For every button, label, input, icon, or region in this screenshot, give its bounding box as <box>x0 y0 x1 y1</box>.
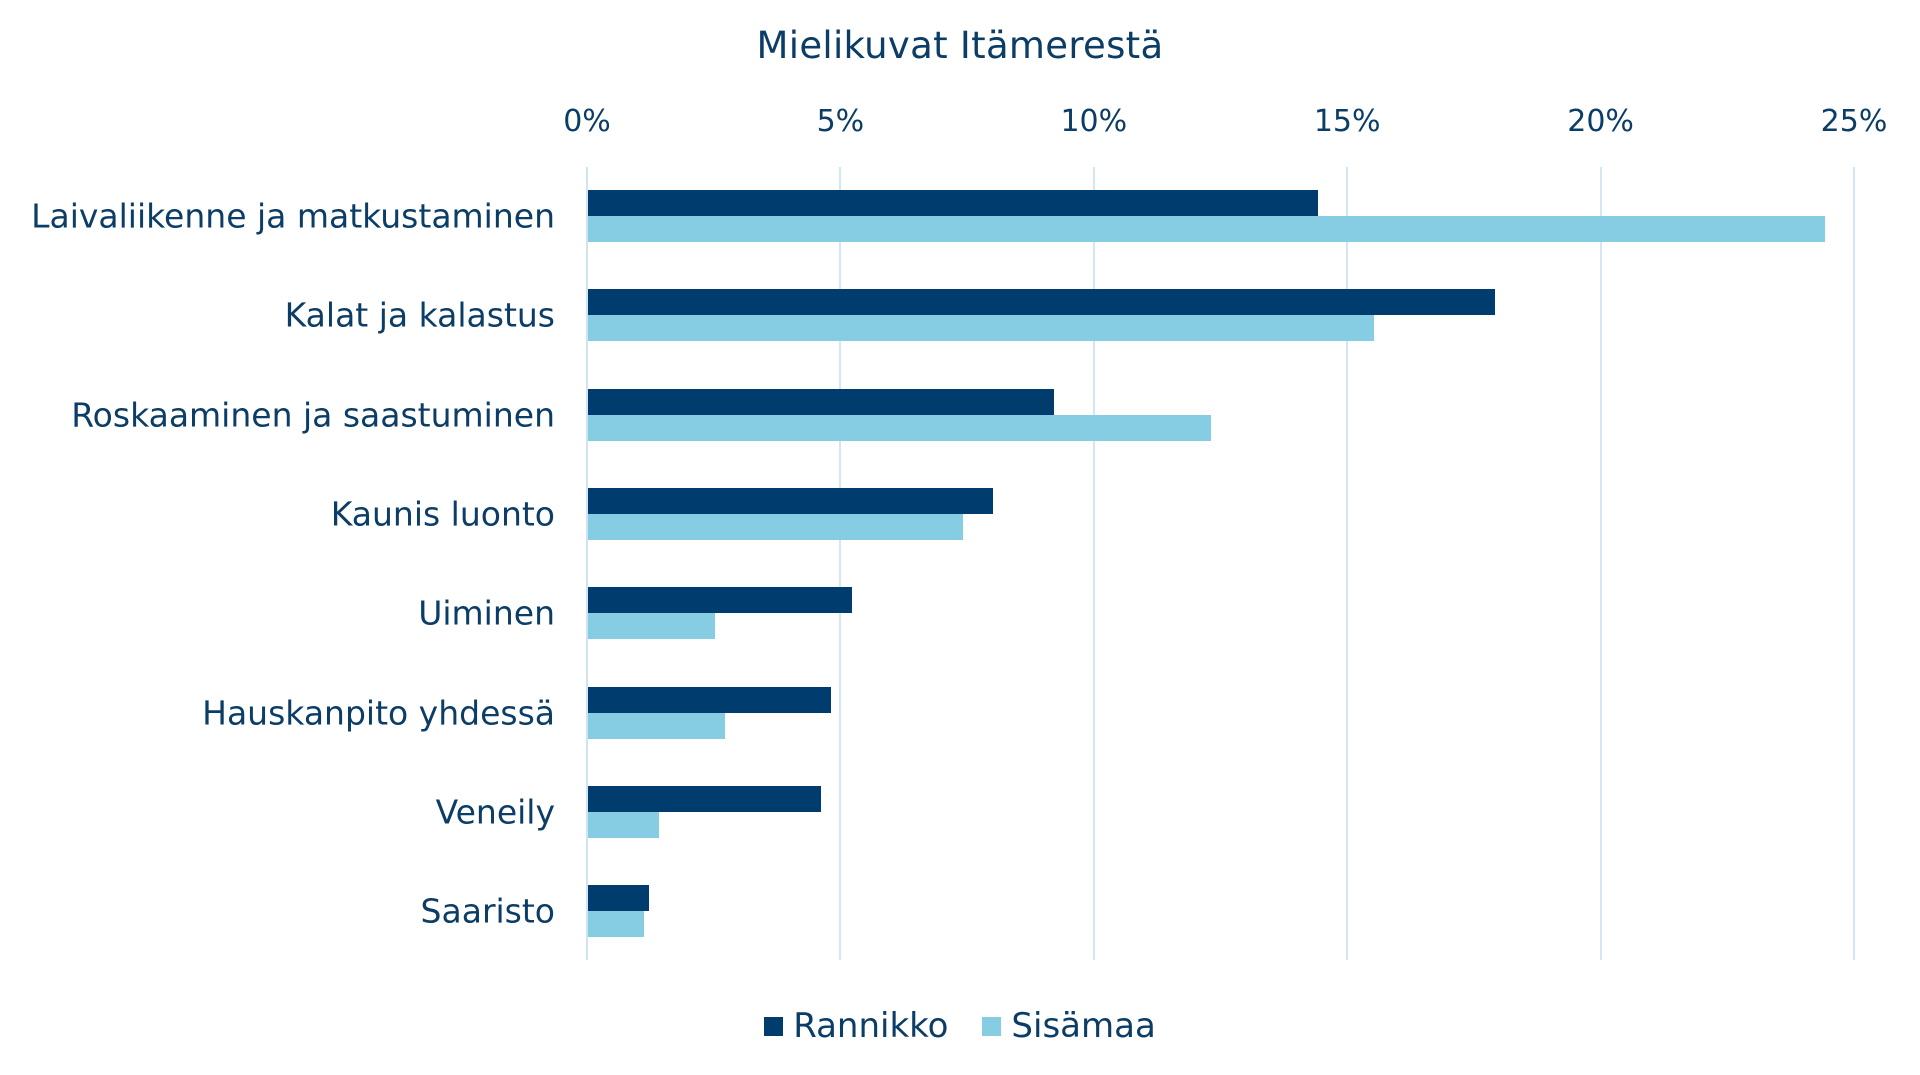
category-label: Saaristo <box>420 891 555 931</box>
x-tick-label: 25% <box>1820 104 1888 139</box>
legend-swatch-sisamaa <box>982 1016 1002 1036</box>
bar-sisamaa <box>588 315 1374 342</box>
chart-title: Mielikuvat Itämerestä <box>756 24 1164 67</box>
bar-rannikko <box>588 686 832 713</box>
legend-label: Rannikko <box>793 1006 949 1046</box>
gridline <box>1853 167 1855 960</box>
bar-rannikko <box>588 587 852 614</box>
bar-sisamaa <box>588 613 715 640</box>
bar-rannikko <box>588 885 649 912</box>
category-label: Kalat ja kalastus <box>284 295 555 335</box>
legend: Rannikko Sisämaa <box>0 1006 1920 1046</box>
x-tick-label: 5% <box>816 104 865 139</box>
category-label: Uiminen <box>418 593 555 633</box>
bar-rannikko <box>588 190 1318 216</box>
legend-label: Sisämaa <box>1011 1006 1156 1046</box>
category-label: Kaunis luonto <box>330 494 555 534</box>
bar-rannikko <box>588 487 994 514</box>
bar-sisamaa <box>588 911 644 938</box>
bar-rannikko <box>588 388 1055 415</box>
gridline <box>1346 167 1349 960</box>
category-label: Hauskanpito yhdessä <box>202 693 555 732</box>
legend-item-rannikko: Rannikko <box>764 1006 948 1046</box>
bar-sisamaa <box>588 712 725 739</box>
x-tick-label: 10% <box>1060 104 1128 139</box>
x-tick-label: 0% <box>563 104 611 139</box>
bar-rannikko <box>588 785 822 812</box>
bar-sisamaa <box>588 414 1212 441</box>
category-label: Veneily <box>435 792 555 832</box>
x-tick-label: 20% <box>1567 104 1634 139</box>
bar-rannikko <box>588 289 1496 316</box>
x-tick-label: 15% <box>1313 104 1381 139</box>
bar-sisamaa <box>588 513 964 540</box>
gridline <box>839 167 842 960</box>
legend-item-sisamaa: Sisämaa <box>982 1006 1156 1046</box>
y-axis-line <box>586 167 588 960</box>
legend-swatch-rannikko <box>764 1016 784 1036</box>
category-label: Roskaaminen ja saastuminen <box>71 395 555 435</box>
category-label: Laivaliikenne ja matkustaminen <box>31 196 555 236</box>
bar-sisamaa <box>588 811 659 838</box>
gridline <box>1599 167 1602 960</box>
gridline <box>1092 167 1095 960</box>
bar-sisamaa <box>588 216 1825 242</box>
